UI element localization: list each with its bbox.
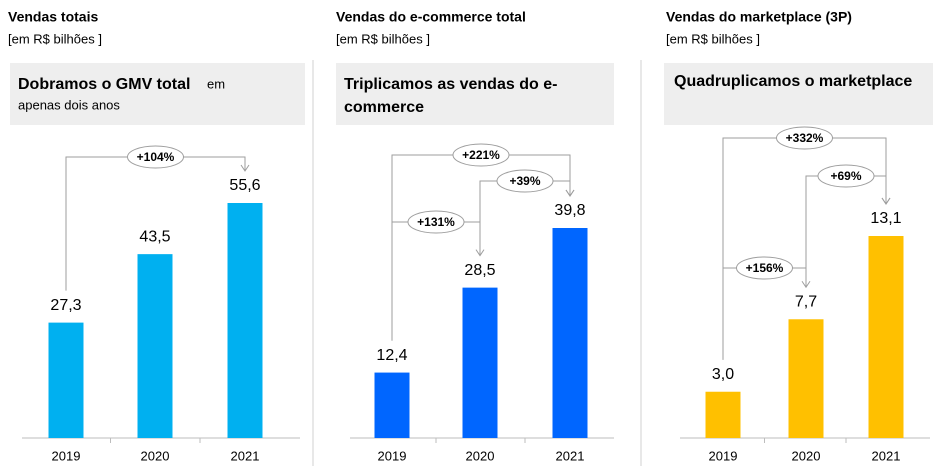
bar [552, 228, 588, 438]
growth-label: +221% [462, 148, 500, 162]
growth-bubble [496, 169, 554, 193]
category-label: 2020 [141, 448, 170, 463]
panel-subtitle: [em R$ bilhões ] [336, 31, 430, 46]
arrow-head [240, 164, 250, 172]
value-label: 27,3 [50, 297, 81, 314]
bar [462, 287, 498, 438]
category-label: 2019 [709, 448, 738, 463]
growth-label: +156% [746, 261, 784, 275]
growth-label: +69% [830, 169, 861, 183]
category-label: 2019 [52, 448, 81, 463]
panel-title: Vendas do marketplace (3P) [666, 9, 852, 25]
bar [48, 322, 84, 438]
growth-bubble [736, 256, 793, 280]
category-label: 2021 [872, 448, 901, 463]
headline-text: apenas dois anos [18, 97, 120, 112]
panel-subtitle: [em R$ bilhões ] [8, 31, 102, 46]
panel-subtitle: [em R$ bilhões ] [666, 31, 760, 46]
value-label: 28,5 [464, 262, 495, 279]
category-label: 2020 [466, 448, 495, 463]
bar [374, 372, 410, 438]
arrow-head [881, 197, 891, 205]
arrow-head [801, 280, 811, 289]
value-label: 12,4 [376, 347, 407, 364]
growth-label: +39% [509, 174, 540, 188]
headline-text: em [207, 76, 225, 91]
headline-text: Triplicamos as vendas do e- [344, 76, 557, 93]
category-label: 2021 [231, 448, 260, 463]
arrow-head [565, 189, 575, 197]
growth-label: +104% [137, 150, 175, 164]
growth-bubble [127, 145, 184, 169]
headline-box [336, 63, 614, 125]
panel-title: Vendas do e-commerce total [336, 9, 526, 25]
growth-bubble [407, 210, 465, 234]
value-label: 39,8 [554, 202, 585, 219]
value-label: 7,7 [795, 293, 817, 310]
growth-bubble [452, 143, 510, 167]
panel-title: Vendas totais [8, 9, 98, 25]
headline-box [664, 63, 933, 125]
value-label: 13,1 [870, 210, 901, 227]
category-label: 2021 [556, 448, 585, 463]
bar [705, 391, 741, 438]
value-label: 3,0 [712, 366, 734, 383]
headline-text: Dobramos o GMV total [18, 76, 190, 93]
value-label: 55,6 [229, 177, 260, 194]
bar [227, 203, 263, 438]
value-label: 43,5 [139, 228, 170, 245]
bar [788, 319, 824, 438]
growth-label: +332% [786, 131, 824, 145]
growth-bubble [817, 164, 875, 188]
growth-bubble [776, 126, 833, 150]
category-label: 2019 [378, 448, 407, 463]
bar [868, 236, 904, 438]
headline-text: commerce [344, 99, 424, 116]
bar [137, 254, 173, 438]
headline-box [10, 63, 305, 125]
category-label: 2020 [792, 448, 821, 463]
arrow-head [475, 249, 485, 257]
growth-label: +131% [417, 215, 455, 229]
headline-text: Quadruplicamos o marketplace [674, 73, 912, 90]
